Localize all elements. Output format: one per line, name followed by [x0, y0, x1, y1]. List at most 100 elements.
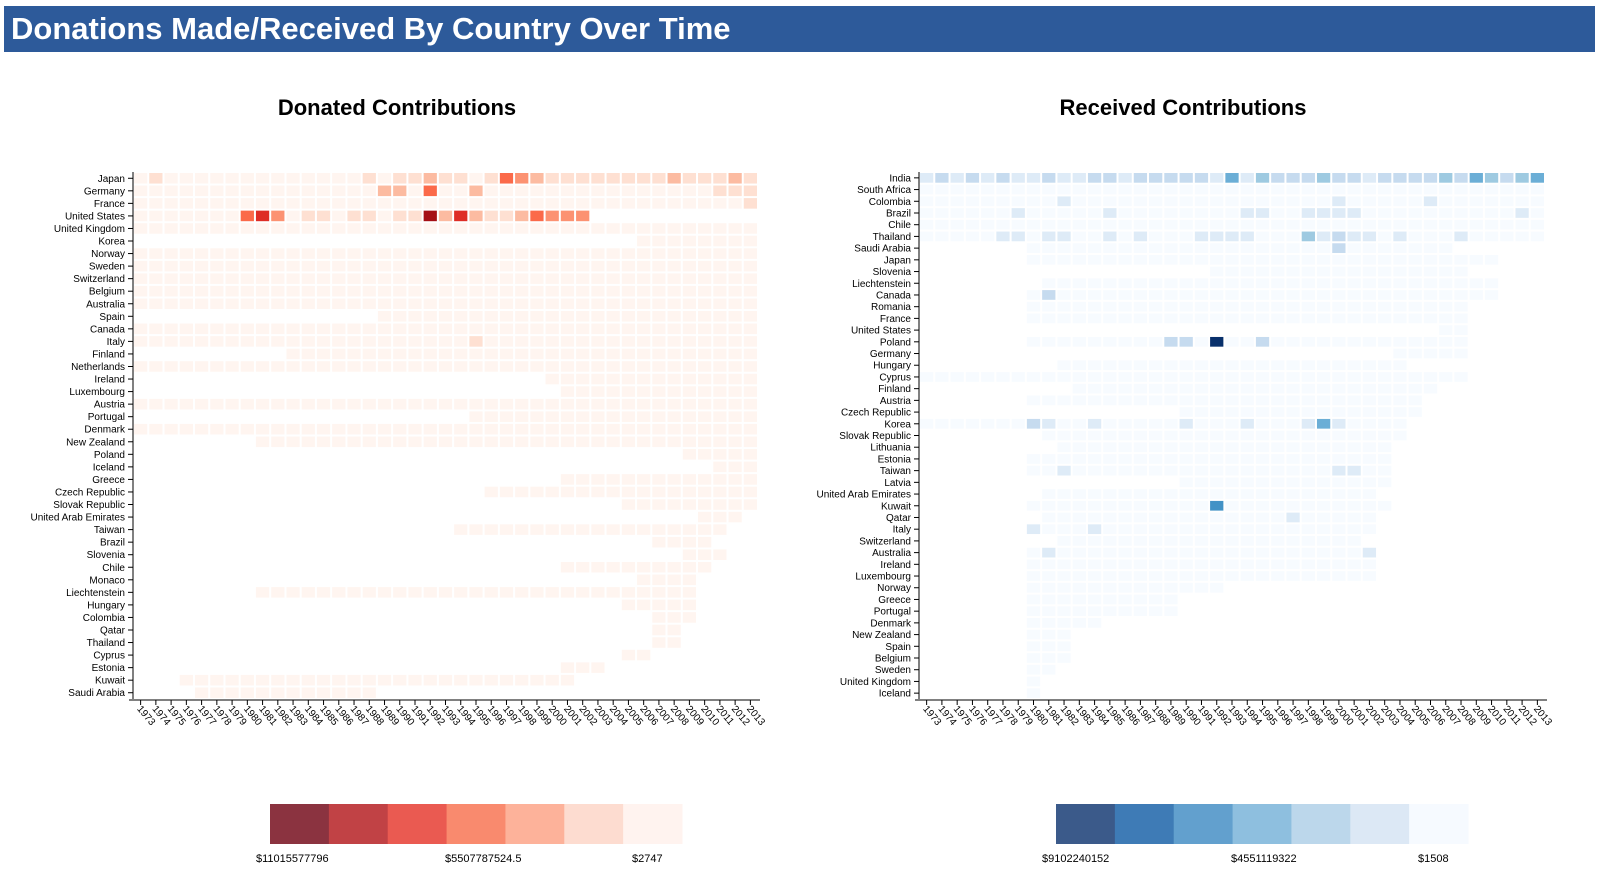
received-legend-label: $9102240152 — [1042, 853, 1109, 865]
received-heatmap-cell — [1164, 278, 1178, 289]
donated-heatmap-cell — [713, 386, 727, 397]
donated-heatmap-cell — [621, 173, 636, 184]
donated-heatmap-cell — [698, 373, 712, 385]
donated-heatmap-cell — [698, 285, 712, 297]
donated-heatmap-cell — [621, 649, 636, 661]
received-heatmap-cell — [1362, 290, 1377, 300]
received-heatmap-cell — [1255, 208, 1270, 218]
donated-heatmap-cell — [271, 248, 285, 259]
donated-heatmap-cell — [210, 361, 224, 372]
received-heatmap-cell — [1423, 313, 1438, 324]
received-heatmap-cell — [1408, 407, 1422, 417]
received-heatmap-cell — [1484, 219, 1499, 230]
received-heatmap-cell — [1057, 395, 1071, 406]
received-heatmap-cell — [1057, 629, 1071, 640]
donated-heatmap-cell — [484, 285, 498, 297]
donated-heatmap-cell — [210, 423, 224, 435]
donated-heatmap-cell — [530, 260, 544, 272]
received-heatmap-cell — [1301, 571, 1315, 581]
received-heatmap-cell — [1408, 348, 1422, 359]
received-heatmap-cell — [1271, 477, 1285, 488]
donated-heatmap-cell — [637, 649, 651, 661]
received-heatmap-cell — [1439, 266, 1453, 277]
received-heatmap-cell — [965, 219, 980, 230]
received-heatmap-cell — [1194, 559, 1209, 570]
received-heatmap-cell — [1118, 336, 1132, 347]
donated-heatmap-cell — [454, 423, 468, 435]
donated-heatmap-cell — [698, 499, 712, 510]
donated-heatmap-cell — [545, 587, 559, 598]
donated-heatmap-cell — [682, 311, 697, 322]
received-y-tick-label: Switzerland — [859, 536, 911, 547]
donated-heatmap-cell — [134, 336, 148, 347]
received-heatmap-cell — [1087, 442, 1102, 453]
donated-heatmap-cell — [682, 612, 697, 623]
donated-heatmap-cell — [438, 674, 453, 686]
donated-heatmap-cell — [240, 423, 254, 435]
received-heatmap-cell — [1210, 336, 1224, 347]
received-heatmap-cell — [1454, 313, 1468, 324]
received-heatmap-cell — [1103, 219, 1117, 230]
received-heatmap-cell — [1347, 524, 1361, 535]
received-heatmap-cell — [1255, 512, 1270, 523]
received-heatmap-cell — [1515, 184, 1529, 195]
received-heatmap-cell — [1210, 266, 1224, 277]
donated-heatmap-cell — [301, 398, 315, 410]
donated-heatmap-cell — [286, 687, 300, 698]
donated-heatmap-cell — [698, 260, 712, 272]
donated-heatmap-cell — [332, 674, 346, 686]
received-heatmap-cell — [1087, 500, 1102, 511]
received-heatmap-cell — [1087, 301, 1102, 312]
received-heatmap-cell — [1179, 536, 1193, 546]
received-heatmap-cell — [1210, 489, 1224, 499]
received-heatmap-cell — [1332, 536, 1346, 546]
received-heatmap-cell — [1194, 524, 1209, 535]
received-heatmap-cell — [1210, 196, 1224, 207]
donated-heatmap-cell — [362, 273, 376, 284]
donated-heatmap-cell — [484, 311, 498, 322]
donated-heatmap-cell — [652, 285, 666, 297]
donated-heatmap-cell — [316, 436, 331, 448]
received-heatmap-cell — [1210, 500, 1224, 511]
donated-heatmap-cell — [637, 311, 651, 322]
donated-heatmap-cell — [393, 298, 407, 310]
received-heatmap-cell — [981, 418, 995, 429]
received-heatmap-cell — [1133, 559, 1148, 570]
received-heatmap-cell — [1332, 512, 1346, 523]
received-heatmap-cell — [1118, 383, 1132, 394]
received-heatmap-cell — [1378, 360, 1392, 371]
received-heatmap-cell — [1515, 219, 1529, 230]
donated-heatmap-cell — [362, 398, 376, 410]
received-heatmap-cell — [1439, 348, 1453, 359]
received-heatmap-cell — [1347, 477, 1361, 488]
received-heatmap-cell — [1194, 512, 1209, 523]
donated-heatmap-cell — [194, 248, 209, 259]
received-heatmap-cell — [920, 173, 934, 183]
received-heatmap-cell — [1103, 372, 1117, 382]
received-heatmap-cell — [1316, 465, 1331, 476]
received-heatmap-cell — [1149, 383, 1163, 394]
received-heatmap-cell — [1164, 442, 1178, 453]
received-heatmap-cell — [1301, 173, 1315, 183]
received-heatmap-cell — [1240, 489, 1254, 499]
donated-heatmap-cell — [469, 210, 483, 222]
donated-heatmap-cell — [499, 323, 514, 335]
received-heatmap-cell — [1225, 536, 1239, 546]
donated-heatmap-cell — [713, 499, 727, 510]
received-heatmap-cell — [1042, 372, 1056, 382]
received-heatmap-cell — [1271, 512, 1285, 523]
donated-heatmap-cell — [576, 198, 590, 209]
donated-heatmap-cell — [377, 323, 392, 335]
donated-heatmap-cell — [743, 323, 757, 335]
donated-heatmap-cell — [515, 348, 529, 360]
donated-heatmap-cell — [484, 223, 498, 234]
donated-heatmap-cell — [728, 461, 742, 473]
received-heatmap-cell — [1347, 254, 1361, 265]
received-heatmap-cell — [1149, 582, 1163, 593]
donated-heatmap-cell — [255, 248, 270, 259]
received-heatmap-cell — [1393, 372, 1407, 382]
donated-heatmap-cell — [545, 260, 559, 272]
received-heatmap-cell — [1240, 208, 1254, 218]
donated-heatmap-cell — [545, 361, 559, 372]
donated-heatmap-cell — [743, 449, 757, 460]
